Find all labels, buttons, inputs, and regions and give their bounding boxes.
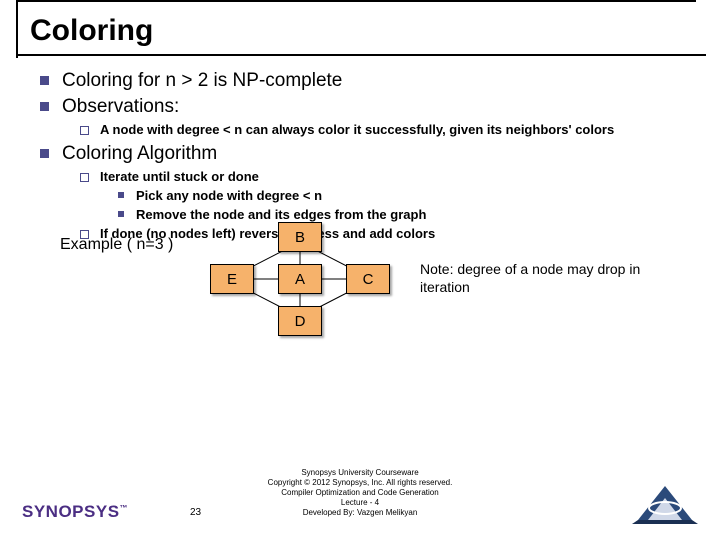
title-rule-top <box>16 0 696 2</box>
graph-node-d: D <box>278 306 322 336</box>
bullet-pick-node: Pick any node with degree < n <box>118 187 700 205</box>
bullet-remove-node: Remove the node and its edges from the g… <box>118 206 700 224</box>
page-title: Coloring <box>16 8 720 48</box>
example-label: Example ( n=3 ) <box>60 236 173 254</box>
courseware-logo <box>630 478 700 528</box>
bullet-list: Coloring for n > 2 is NP-complete Observ… <box>40 68 700 243</box>
content-area: Coloring for n > 2 is NP-complete Observ… <box>40 68 700 245</box>
title-rule-left <box>16 0 18 58</box>
title-area: Coloring <box>0 0 720 48</box>
footer-line-5: Developed By: Vazgen Melikyan <box>0 508 720 518</box>
title-underline <box>16 54 706 56</box>
footer-line-3: Compiler Optimization and Code Generatio… <box>0 488 720 498</box>
bullet-iterate: Iterate until stuck or done Pick any nod… <box>80 168 700 223</box>
bullet-observations: Observations: A node with degree < n can… <box>40 94 700 139</box>
graph-node-c: C <box>346 264 390 294</box>
bullet-iterate-label: Iterate until stuck or done <box>100 169 259 184</box>
footer-line-2: Copyright © 2012 Synopsys, Inc. All righ… <box>0 478 720 488</box>
footer-block: Synopsys University Courseware Copyright… <box>0 468 720 518</box>
bullet-np-complete: Coloring for n > 2 is NP-complete <box>40 68 700 94</box>
note-text: Note: degree of a node may drop in itera… <box>420 260 670 296</box>
bullet-algorithm-label: Coloring Algorithm <box>62 143 217 164</box>
graph-node-b: B <box>278 222 322 252</box>
bullet-observation-degree: A node with degree < n can always color … <box>80 121 700 139</box>
footer-line-1: Synopsys University Courseware <box>0 468 720 478</box>
graph-node-e: E <box>210 264 254 294</box>
graph-diagram: B E A C D <box>180 222 430 352</box>
bullet-observations-label: Observations: <box>62 96 179 117</box>
graph-node-a: A <box>278 264 322 294</box>
footer-line-4: Lecture - 4 <box>0 498 720 508</box>
